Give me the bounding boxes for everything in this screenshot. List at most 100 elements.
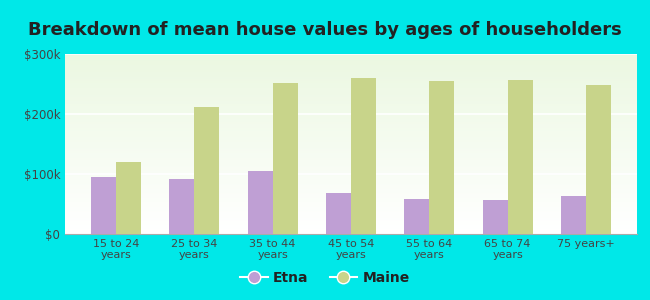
Bar xyxy=(65,131,637,133)
Bar xyxy=(65,95,637,97)
Bar xyxy=(65,185,637,187)
Bar xyxy=(404,199,429,234)
Bar xyxy=(65,126,637,128)
Bar xyxy=(65,148,637,149)
Bar xyxy=(116,162,141,234)
Bar xyxy=(65,54,637,56)
Bar xyxy=(508,80,533,234)
Bar xyxy=(65,88,637,90)
Bar xyxy=(65,182,637,184)
Bar xyxy=(169,179,194,234)
Bar xyxy=(65,133,637,135)
Bar xyxy=(65,193,637,194)
Bar xyxy=(65,196,637,198)
Bar xyxy=(65,205,637,207)
Bar xyxy=(65,115,637,117)
Bar xyxy=(65,151,637,153)
Bar xyxy=(65,180,637,182)
Bar xyxy=(65,140,637,142)
Bar xyxy=(65,83,637,85)
Bar xyxy=(65,184,637,185)
Bar xyxy=(65,94,637,95)
Bar xyxy=(65,130,637,131)
Bar xyxy=(65,160,637,162)
Bar xyxy=(65,119,637,121)
Bar xyxy=(65,187,637,189)
Bar xyxy=(65,191,637,193)
Bar xyxy=(65,56,637,58)
Bar xyxy=(65,157,637,158)
Bar xyxy=(65,81,637,83)
Bar xyxy=(65,229,637,230)
Bar xyxy=(65,72,637,74)
Bar xyxy=(65,79,637,81)
Bar xyxy=(65,214,637,216)
Bar xyxy=(65,166,637,167)
Bar xyxy=(65,155,637,157)
Bar xyxy=(65,211,637,212)
Bar xyxy=(65,158,637,160)
Bar xyxy=(65,137,637,139)
Bar xyxy=(65,58,637,59)
Bar xyxy=(65,194,637,196)
Bar xyxy=(65,97,637,99)
Bar xyxy=(65,142,637,144)
Bar xyxy=(65,200,637,202)
Bar xyxy=(65,175,637,176)
Bar xyxy=(482,200,508,234)
Legend: Etna, Maine: Etna, Maine xyxy=(234,265,416,290)
Bar xyxy=(65,162,637,164)
Bar xyxy=(65,104,637,106)
Bar xyxy=(65,223,637,225)
Bar xyxy=(65,113,637,115)
Bar xyxy=(65,149,637,151)
Bar xyxy=(65,70,637,72)
Bar xyxy=(65,76,637,77)
Bar xyxy=(65,86,637,88)
Bar xyxy=(273,83,298,234)
Bar xyxy=(65,68,637,70)
Bar xyxy=(65,164,637,166)
Bar xyxy=(65,122,637,124)
Bar xyxy=(65,67,637,68)
Bar xyxy=(65,99,637,101)
Bar xyxy=(429,81,454,234)
Bar xyxy=(65,216,637,218)
Bar xyxy=(65,153,637,155)
Bar xyxy=(65,128,637,130)
Bar xyxy=(351,78,376,234)
Bar xyxy=(65,65,637,67)
Bar xyxy=(65,203,637,205)
Bar xyxy=(65,167,637,169)
Bar xyxy=(65,135,637,137)
Bar xyxy=(65,90,637,92)
Bar xyxy=(65,189,637,191)
Bar xyxy=(65,108,637,110)
Bar xyxy=(65,112,637,113)
Bar xyxy=(65,92,637,94)
Bar xyxy=(65,169,637,171)
Bar xyxy=(326,193,351,234)
Bar xyxy=(65,220,637,221)
Bar xyxy=(248,171,273,234)
Bar xyxy=(65,74,637,76)
Bar xyxy=(65,232,637,234)
Bar xyxy=(65,178,637,180)
Bar xyxy=(65,202,637,203)
Text: Breakdown of mean house values by ages of householders: Breakdown of mean house values by ages o… xyxy=(28,21,622,39)
Bar xyxy=(65,212,637,214)
Bar xyxy=(65,225,637,227)
Bar xyxy=(65,77,637,79)
Bar xyxy=(65,144,637,146)
Bar xyxy=(65,171,637,173)
Bar xyxy=(65,221,637,223)
Bar xyxy=(65,117,637,119)
Bar xyxy=(65,63,637,65)
Bar xyxy=(65,121,637,122)
Bar xyxy=(91,177,116,234)
Bar xyxy=(561,196,586,234)
Bar xyxy=(65,124,637,126)
Bar xyxy=(65,176,637,178)
Bar xyxy=(65,230,637,232)
Bar xyxy=(65,103,637,104)
